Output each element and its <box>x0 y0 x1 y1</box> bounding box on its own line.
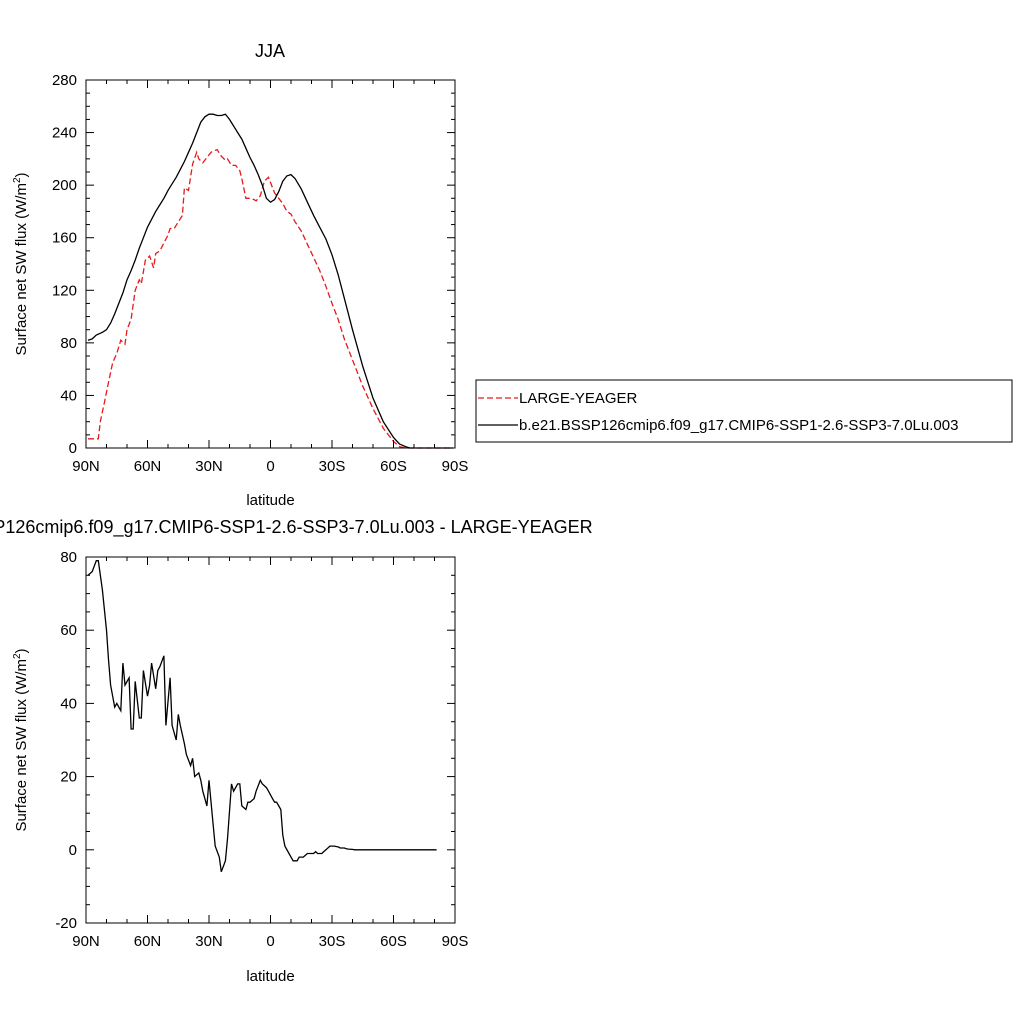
y-tick-label: 40 <box>60 387 77 404</box>
plot-frame <box>85 79 456 449</box>
x-tick-label: 60N <box>134 458 162 475</box>
x-tick-label: 90N <box>72 458 100 475</box>
chart-title: b.e21.BSSP126cmip6.f09_g17.CMIP6-SSP1-2.… <box>0 517 593 538</box>
y-tick-label: 160 <box>52 230 77 247</box>
y-tick-label: 0 <box>69 842 77 859</box>
x-tick-label: 60S <box>380 933 407 950</box>
y-tick-label: 280 <box>52 72 77 89</box>
x-tick-label: 0 <box>266 933 274 950</box>
y-axis-title: Surface net SW flux (W/m2) <box>12 648 30 831</box>
y-tick-label: 80 <box>60 335 77 352</box>
x-tick-label: 30S <box>319 458 346 475</box>
y-tick-label: 20 <box>60 769 77 786</box>
panel-1: JJA 90N 60N 30N 0 30S 60S 90S 0 40 80 120 160 200 240 2… <box>12 41 1013 509</box>
x-axis-title: latitude <box>246 968 294 985</box>
series-line-1 <box>87 560 437 873</box>
panel-2: b.e21.BSSP126cmip6.f09_g17.CMIP6-SSP1-2.… <box>0 517 593 985</box>
x-tick-label: 30N <box>195 933 223 950</box>
x-axis-title: latitude <box>246 492 294 509</box>
y-tick-label: 240 <box>52 125 77 142</box>
x-tick-label: 0 <box>266 458 274 475</box>
chart-title: JJA <box>255 41 285 61</box>
y-tick-label: -20 <box>55 915 77 932</box>
series-line-1 <box>88 148 453 449</box>
x-tick-label: 90S <box>442 458 469 475</box>
x-tick-label: 30S <box>319 933 346 950</box>
y-tick-label: 120 <box>52 282 77 299</box>
x-tick-label: 60N <box>134 933 162 950</box>
y-tick-label: 40 <box>60 695 77 712</box>
y-tick-label: 60 <box>60 622 77 639</box>
y-tick-label: 200 <box>52 177 77 194</box>
x-tick-label: 30N <box>195 458 223 475</box>
legend: LARGE-YEAGER b.e21.BSSP126cmip6.f09_g17.C… <box>475 379 1013 443</box>
legend-label: b.e21.BSSP126cmip6.f09_g17.CMIP6-SSP1-2.… <box>519 417 958 434</box>
series-line-2 <box>87 113 453 449</box>
y-tick-label: 80 <box>60 549 77 566</box>
legend-box <box>475 379 1013 443</box>
x-tick-label: 90S <box>442 933 469 950</box>
plot-frame <box>85 556 456 924</box>
x-tick-label: 60S <box>380 458 407 475</box>
x-tick-label: 90N <box>72 933 100 950</box>
y-axis-title: Surface net SW flux (W/m2) <box>12 172 30 355</box>
y-tick-label: 0 <box>69 440 77 457</box>
legend-label: LARGE-YEAGER <box>519 390 638 407</box>
